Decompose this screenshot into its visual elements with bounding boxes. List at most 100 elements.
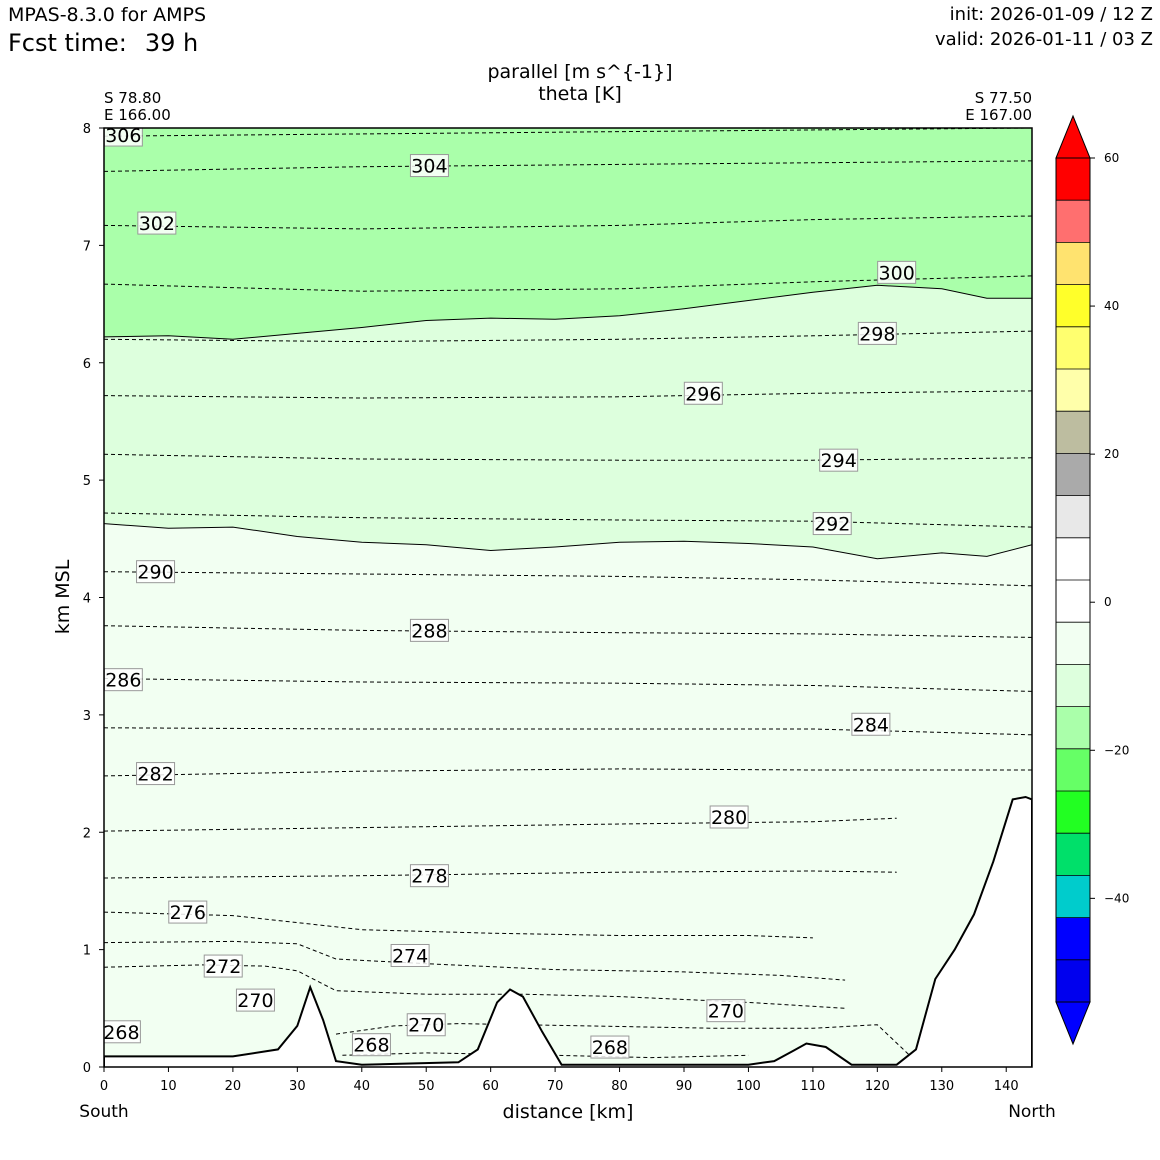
theta-label-302-text: 302	[139, 213, 175, 235]
theta-label-298-box	[857, 321, 897, 345]
colorbar-swatch-12	[1056, 664, 1090, 708]
colorbar-swatch-10	[1056, 580, 1090, 623]
colorbar-tick-label-4: −20	[1104, 743, 1129, 757]
colorbar-swatch-17	[1056, 875, 1090, 919]
colorbar-swatch-18	[1056, 917, 1090, 961]
colorbar-tick-label-1: 40	[1104, 299, 1119, 313]
colorbar-swatch-19	[1056, 959, 1090, 1003]
theta-label-300: 300	[877, 260, 917, 284]
theta-label-296-text: 296	[685, 383, 721, 405]
theta-label-278: 278	[409, 864, 449, 888]
colorbar-swatch-2	[1056, 242, 1090, 286]
theta-contour-284	[104, 727, 1032, 736]
theta-label-272-text: 272	[205, 956, 241, 978]
x-tick-label-140: 140	[994, 1079, 1019, 1094]
left-end-lat: S 78.80	[104, 89, 161, 107]
y-tick-label-5: 5	[83, 474, 91, 489]
theta-label-270-box	[235, 988, 275, 1012]
colorbar-swatch-9	[1056, 537, 1090, 581]
theta-label-286-text: 286	[105, 670, 141, 692]
theta-label-extra-0-text: 270	[408, 1015, 444, 1037]
wind-contour-middle	[104, 523, 1032, 560]
theta-label-284: 284	[851, 712, 891, 736]
colorbar: 60 40 20 0 −20 −40	[1055, 114, 1129, 1046]
theta-label-268: 268	[104, 1020, 141, 1044]
y-tick-label-4: 4	[83, 592, 91, 607]
theta-contour-298	[104, 330, 1032, 343]
x-tick-label-90: 90	[676, 1079, 693, 1094]
theta-label-302-box	[137, 211, 177, 235]
theta-contour-294	[104, 453, 1032, 461]
theta-label-290: 290	[136, 560, 176, 584]
theta-contour-300	[104, 275, 1032, 292]
theta-label-288-box	[409, 618, 449, 642]
theta-label-300-text: 300	[879, 262, 915, 284]
colorbar-tick-label-2: 20	[1104, 447, 1119, 461]
theta-label-304-box	[409, 154, 449, 178]
theta-contour-290	[104, 571, 1032, 587]
model-title: MPAS-8.3.0 for AMPS	[8, 4, 207, 26]
theta-contour-286	[104, 678, 1032, 692]
theta-label-270: 270	[235, 988, 275, 1012]
theta-label-274-text: 274	[392, 945, 428, 967]
theta-label-extra-1-box	[706, 999, 746, 1023]
theta-contour-288	[104, 625, 1032, 638]
theta-label-294-text: 294	[821, 450, 857, 472]
theta-label-extra-2-box	[351, 1033, 391, 1057]
colorbar-extend-top	[1055, 114, 1091, 159]
theta-contour-296	[104, 390, 1032, 399]
theta-label-288-text: 288	[411, 620, 447, 642]
y-axis: 0 1 2 3 4 5 6 7 8	[83, 122, 104, 1076]
left-end-lon: E 166.00	[104, 106, 171, 124]
y-axis-label: km MSL	[52, 559, 74, 634]
x-axis: 0 10 20 30 40 50 60 70 80 90 100 110 120 130 140	[100, 1067, 1019, 1094]
colorbar-swatch-5	[1056, 369, 1090, 412]
chart-title-line1: parallel [m s^{-1}]	[487, 61, 672, 83]
theta-label-284-text: 284	[853, 714, 889, 736]
theta-contour-280	[104, 817, 897, 832]
theta-label-290-box	[136, 560, 176, 584]
theta-label-274: 274	[390, 943, 430, 967]
x-tick-label-0: 0	[100, 1079, 108, 1094]
theta-contour-302	[104, 215, 1032, 230]
theta-label-280-box	[709, 805, 749, 829]
theta-label-extra-1: 270	[706, 999, 746, 1023]
theta-label-294: 294	[819, 448, 859, 472]
theta-contour-292	[104, 512, 1032, 528]
x-tick-label-80: 80	[611, 1079, 628, 1094]
theta-label-296-box	[683, 381, 723, 405]
valid-time: valid: 2026-01-11 / 03 Z	[935, 29, 1153, 50]
y-tick-label-6: 6	[83, 357, 91, 372]
colorbar-tick-label-0: 60	[1104, 151, 1119, 165]
colorbar-swatch-0	[1056, 158, 1090, 201]
theta-label-268-box	[104, 1020, 141, 1044]
theta-label-extra-3-text: 268	[592, 1037, 628, 1059]
plot-area: 306 304 302 300 298 296 294 292 290 288 286 284 282 2…	[104, 128, 1032, 1067]
theta-label-290-text: 290	[137, 562, 173, 584]
forecast-time-value: 39 h	[144, 29, 199, 57]
north-label: North	[1008, 1102, 1056, 1122]
theta-label-extra-3-box	[590, 1035, 630, 1059]
theta-label-276: 276	[168, 900, 208, 924]
x-tick-label-30: 30	[289, 1079, 306, 1094]
theta-label-294-box	[819, 448, 859, 472]
fill-upper-band	[104, 128, 1032, 340]
theta-label-274-box	[390, 943, 430, 967]
theta-label-286: 286	[104, 668, 143, 692]
theta-label-282: 282	[136, 762, 176, 786]
y-tick-label-8: 8	[83, 122, 91, 137]
colorbar-swatch-14	[1056, 748, 1090, 792]
theta-label-306: 306	[104, 128, 143, 147]
forecast-time-label: Fcst time:	[8, 29, 127, 57]
y-tick-label-1: 1	[83, 944, 91, 959]
right-end-lat: S 77.50	[975, 89, 1032, 107]
wind-contour-upper	[104, 284, 1032, 340]
x-tick-label-20: 20	[225, 1079, 242, 1094]
x-axis-label: distance [km]	[503, 1101, 634, 1123]
theta-label-304: 304	[409, 154, 449, 178]
theta-label-298-text: 298	[859, 323, 895, 345]
theta-contour-270	[335, 1023, 910, 1056]
theta-label-288: 288	[409, 618, 449, 642]
theta-label-276-text: 276	[170, 902, 206, 924]
